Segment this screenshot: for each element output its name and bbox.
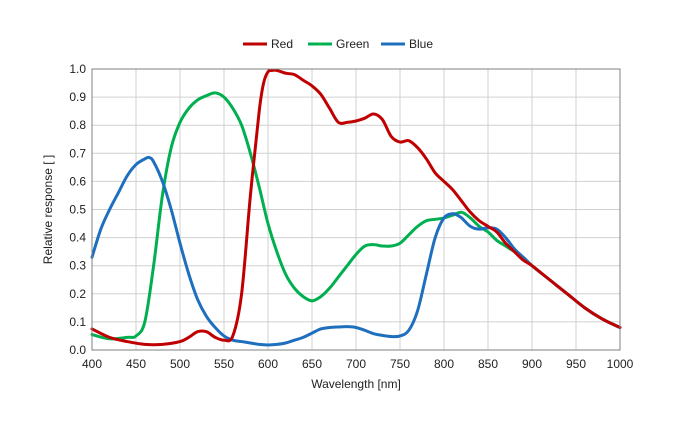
x-tick-label: 400 [82,357,102,371]
y-tick-label: 0.4 [69,231,86,245]
y-tick-label: 0.0 [69,343,86,357]
legend-label: Red [271,37,293,51]
y-axis-label: Relative response [ ] [41,155,55,264]
y-tick-label: 0.2 [69,287,86,301]
series-line-red [90,68,622,347]
x-tick-label: 450 [126,357,146,371]
x-tick-label: 750 [390,357,410,371]
grid [91,68,621,351]
legend-item-blue: Blue [381,37,433,51]
x-axis-ticks: 400 450 500 550 600 650 700 750 800 850 900 950 1000 [82,357,634,371]
x-tick-label: 600 [258,357,278,371]
x-tick-label: 650 [302,357,322,371]
y-tick-label: 0.1 [69,315,86,329]
legend-label: Blue [409,37,433,51]
legend-item-red: Red [243,37,293,51]
y-tick-label: 0.8 [69,118,86,132]
x-tick-label: 550 [214,357,234,371]
x-tick-label: 900 [522,357,542,371]
series-lines [90,68,622,347]
y-tick-label: 1.0 [69,62,86,76]
x-tick-label: 800 [434,357,454,371]
y-axis-ticks: 0.0 0.1 0.2 0.3 0.4 0.5 0.6 0.7 0.8 0.9 1.0 [69,62,86,357]
y-tick-label: 0.5 [69,203,86,217]
y-tick-label: 0.7 [69,146,86,160]
legend-label: Green [336,37,369,51]
legend-item-green: Green [308,37,369,51]
x-tick-label: 950 [566,357,586,371]
series-line-green [90,91,622,341]
x-tick-label: 850 [478,357,498,371]
y-tick-label: 0.9 [69,90,86,104]
x-tick-label: 500 [170,357,190,371]
plot-frame [91,68,621,351]
x-tick-label: 700 [346,357,366,371]
x-axis-label: Wavelength [nm] [311,377,401,391]
legend: Red Green Blue [243,37,433,51]
x-tick-label: 1000 [607,357,634,371]
y-tick-label: 0.3 [69,259,86,273]
y-tick-label: 0.6 [69,174,86,188]
